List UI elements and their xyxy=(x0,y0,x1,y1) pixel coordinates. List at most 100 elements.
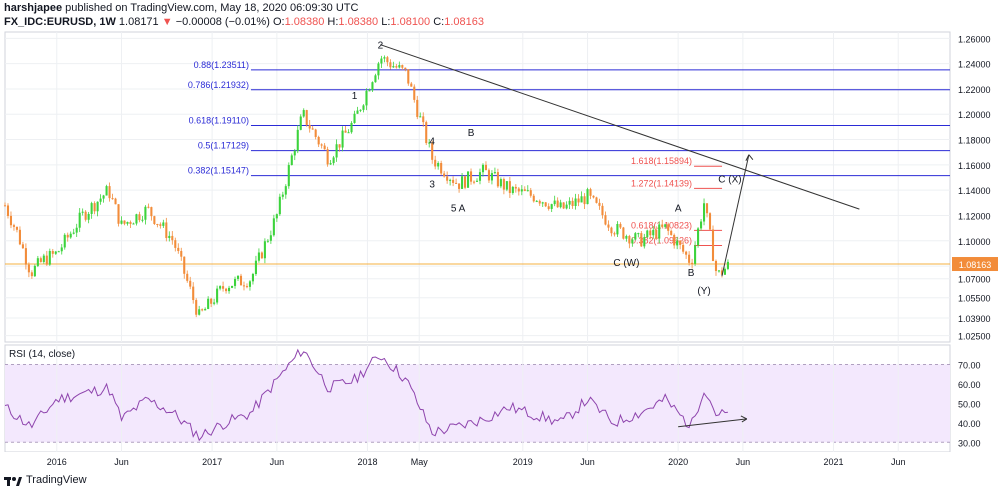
candle-body xyxy=(559,202,562,208)
fib-retracement-label: 0.382(1.15147) xyxy=(188,166,249,176)
candle-body xyxy=(389,62,392,68)
candle-body xyxy=(48,251,51,265)
candle-body xyxy=(207,298,210,309)
candle-body xyxy=(3,205,7,207)
candle-body xyxy=(308,124,311,129)
candle-body xyxy=(171,235,174,241)
candle-body xyxy=(51,251,54,254)
candle-body xyxy=(75,227,78,233)
candle-body xyxy=(464,176,467,188)
candle-body xyxy=(84,211,87,220)
candle-body xyxy=(637,233,640,235)
candle-body xyxy=(667,224,670,231)
candle-body xyxy=(502,179,505,190)
candle-body xyxy=(571,200,574,206)
candle-body xyxy=(449,179,452,181)
candle-body xyxy=(434,159,437,167)
candle-body xyxy=(90,203,93,214)
candle-body xyxy=(365,90,368,106)
candle-body xyxy=(598,202,601,206)
candle-body xyxy=(646,230,649,238)
high-label: H: xyxy=(327,16,339,28)
candle-body xyxy=(466,171,470,188)
candle-body xyxy=(222,286,225,289)
change-value: −0.00008 (−0.01%) xyxy=(175,16,270,28)
candle-body xyxy=(239,275,243,286)
candle-body xyxy=(272,218,275,236)
time-tick-label: Jun xyxy=(736,457,751,467)
candle-body xyxy=(577,198,580,203)
candle-body xyxy=(165,222,168,239)
wave-label: 3 xyxy=(429,180,435,191)
brand-label: TradingView xyxy=(26,474,87,486)
symbol-label: FX_IDC:EURUSD, 1W xyxy=(4,16,116,28)
candle-body xyxy=(592,195,595,198)
close-value: 1.08163 xyxy=(444,16,484,28)
candle-body xyxy=(532,195,535,202)
candle-body xyxy=(517,188,520,192)
wave-label: (Y) xyxy=(697,286,710,297)
candle-body xyxy=(230,285,234,288)
candle-body xyxy=(431,142,434,160)
candle-body xyxy=(233,278,237,286)
projection-arrow-line xyxy=(721,154,750,277)
candle-body xyxy=(523,189,526,191)
rsi-title: RSI (14, close) xyxy=(9,349,75,360)
candle-body xyxy=(39,258,42,262)
price-tick-label: 1.16000 xyxy=(958,161,991,171)
price-tick-label: 1.12000 xyxy=(958,211,991,221)
candle-body xyxy=(670,230,673,235)
candle-body xyxy=(553,200,556,205)
candle-body xyxy=(287,165,290,187)
low-label: L: xyxy=(381,16,391,28)
wave-label: C (W) xyxy=(613,258,639,269)
candle-body xyxy=(562,202,565,209)
candle-body xyxy=(251,273,254,282)
candle-body xyxy=(144,206,147,220)
candle-body xyxy=(386,57,389,63)
candle-body xyxy=(717,270,721,272)
candle-body xyxy=(568,200,571,205)
time-axis-bg xyxy=(0,452,1000,472)
price-tick-label: 1.05500 xyxy=(958,294,991,304)
candle-body xyxy=(45,255,48,265)
candle-body xyxy=(275,214,278,219)
candle-body xyxy=(93,203,96,212)
candle-body xyxy=(700,221,703,229)
time-tick-label: Jun xyxy=(270,457,285,467)
tradingview-logo-icon xyxy=(4,477,22,486)
high-value: 1.08380 xyxy=(338,16,379,28)
chart-canvas[interactable]: 1.26000 1.24000 1.22000 1.20000 1.18000 1.160… xyxy=(0,0,1000,472)
candle-body xyxy=(24,248,27,265)
price-tick-label: 1.14000 xyxy=(958,186,991,196)
time-tick-label: 2016 xyxy=(47,457,67,467)
candle-body xyxy=(21,244,24,249)
candle-body xyxy=(344,130,347,133)
candle-body xyxy=(129,221,132,224)
candle-body xyxy=(694,245,697,264)
candle-body xyxy=(162,222,165,226)
candle-body xyxy=(410,83,413,87)
candle-body xyxy=(111,198,114,200)
time-tick-label: Jun xyxy=(580,457,595,467)
candle-body xyxy=(33,265,36,277)
candle-body xyxy=(413,86,416,100)
candle-body xyxy=(299,116,302,130)
candle-body xyxy=(135,214,138,224)
candle-body xyxy=(652,229,655,236)
ohlc-line: FX_IDC:EURUSD, 1W 1.08171 ▼ −0.00008 (−0… xyxy=(4,16,484,28)
candle-body xyxy=(422,116,425,123)
candle-body xyxy=(153,216,156,224)
time-tick-label: 2019 xyxy=(513,457,533,467)
candle-body xyxy=(505,181,508,190)
fib-retracement-label: 0.88(1.23511) xyxy=(194,60,249,70)
price-tick-label: 1.22000 xyxy=(958,85,991,95)
candle-body xyxy=(428,142,431,144)
candle-body xyxy=(508,181,511,193)
candle-body xyxy=(126,221,129,224)
price-tick-label: 1.20000 xyxy=(958,110,991,120)
candle-body xyxy=(437,162,440,167)
candle-body xyxy=(487,170,490,181)
candle-body xyxy=(347,132,350,134)
published-text: published on TradingView.com, May 18, 20… xyxy=(65,2,359,14)
